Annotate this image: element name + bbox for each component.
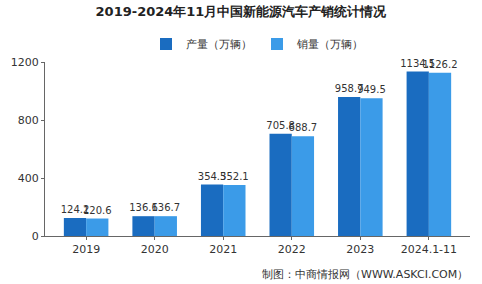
svg-text:120.6: 120.6: [83, 205, 112, 216]
svg-text:354.5: 354.5: [198, 171, 227, 182]
svg-text:2021: 2021: [209, 243, 237, 256]
svg-text:0: 0: [32, 230, 39, 243]
svg-text:688.7: 688.7: [289, 122, 318, 133]
svg-text:1200: 1200: [11, 56, 39, 69]
svg-text:2023: 2023: [346, 243, 374, 256]
svg-text:958.7: 958.7: [335, 83, 364, 94]
svg-text:705.8: 705.8: [266, 120, 295, 131]
svg-text:1134.5: 1134.5: [400, 58, 435, 69]
svg-text:949.5: 949.5: [357, 84, 386, 95]
svg-text:352.1: 352.1: [220, 171, 249, 182]
svg-text:800: 800: [18, 114, 39, 127]
svg-text:2019-2024年11月中国新能源汽车产销统计情况: 2019-2024年11月中国新能源汽车产销统计情况: [96, 4, 388, 19]
svg-text:制图：中商情报网（WWW.ASKCI.COM）: 制图：中商情报网（WWW.ASKCI.COM）: [262, 268, 468, 281]
svg-text:2022: 2022: [278, 243, 306, 256]
svg-text:销量（万辆）: 销量（万辆）: [296, 38, 363, 51]
svg-text:2024.1-11: 2024.1-11: [401, 243, 457, 256]
svg-text:2019: 2019: [72, 243, 100, 256]
svg-text:124.2: 124.2: [61, 204, 90, 215]
svg-text:产量（万辆）: 产量（万辆）: [186, 38, 252, 51]
svg-text:1126.2: 1126.2: [423, 59, 458, 70]
svg-text:400: 400: [18, 172, 39, 185]
svg-text:136.6: 136.6: [129, 202, 158, 213]
svg-text:136.7: 136.7: [151, 202, 180, 213]
svg-text:2020: 2020: [141, 243, 169, 256]
